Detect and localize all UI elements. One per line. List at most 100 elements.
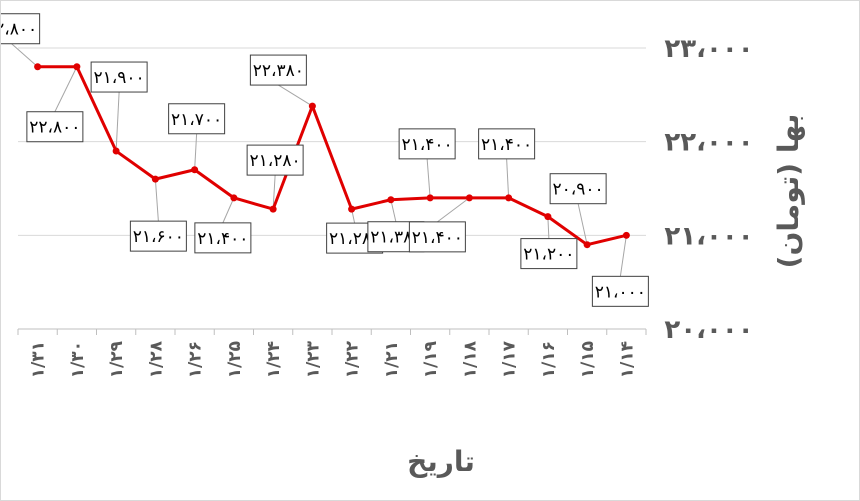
y-tick-label: ۲۱،۰۰۰ — [664, 221, 753, 251]
data-point — [465, 194, 473, 202]
x-tick-label: ۱/۳۰ — [68, 341, 88, 378]
x-tick-label: ۱/۱۹ — [421, 340, 441, 378]
data-point — [112, 147, 120, 155]
leader-line — [506, 158, 510, 198]
leader-line — [222, 197, 235, 224]
data-point — [151, 175, 159, 183]
x-tick-label: ۱/۳۱ — [29, 341, 49, 378]
x-tick-label: ۱/۲۶ — [186, 341, 206, 378]
data-label: ۲۲،۸۰۰ — [1, 13, 41, 45]
data-label-text: ۲۱،۹۰۰ — [94, 68, 145, 88]
data-point — [230, 194, 238, 202]
data-label-box — [408, 221, 466, 253]
data-label-box — [168, 103, 226, 135]
data-point — [34, 63, 42, 71]
data-point — [583, 241, 591, 249]
x-tick-label: ۱/۱۴ — [617, 341, 637, 378]
leader-line — [547, 216, 550, 239]
data-label: ۲۱،۴۰۰ — [408, 221, 466, 253]
data-point — [505, 194, 513, 202]
leader-line — [577, 203, 588, 245]
data-point — [387, 196, 395, 204]
data-label-box — [90, 61, 148, 93]
data-label: ۲۱،۶۰۰ — [129, 220, 187, 252]
x-tick-label: ۱/۱۵ — [578, 341, 598, 378]
data-point — [191, 166, 199, 174]
x-axis-title: تاریخ — [407, 445, 475, 478]
data-label-text: ۲۱،۴۰۰ — [402, 135, 453, 155]
x-tick-label: ۱/۲۲ — [343, 340, 363, 378]
x-axis — [17, 328, 647, 335]
leader-line — [54, 66, 78, 112]
data-label-text: ۲۱،۲۰۰ — [523, 245, 574, 265]
leader-line — [154, 179, 159, 222]
x-tick-label: ۱/۱۸ — [460, 340, 480, 378]
y-axis: ۲۰،۰۰۰ ۲۱،۰۰۰ ۲۲،۰۰۰ ۲۳،۰۰۰ — [664, 34, 753, 345]
data-label-text: ۲۱،۳۸۰ — [370, 228, 421, 248]
label-leader-lines — [11, 43, 627, 277]
data-label-box — [1, 13, 41, 45]
x-tick-label: ۱/۲۳ — [303, 340, 323, 378]
data-labels: ۲۲،۸۰۰ ۲۲،۸۰۰ ۲۱،۹۰۰ ۲۱،۶۰۰ ۲۱،۷۰۰ ۲۱،۴۰۰ ۲۱،۲… — [1, 13, 649, 307]
data-label: ۲۱،۰۰۰ — [591, 275, 649, 307]
x-tick-label: ۱/۲۵ — [225, 341, 245, 378]
leader-line — [115, 92, 120, 152]
leader-line — [272, 175, 276, 210]
data-label-box — [249, 54, 307, 86]
price-series — [34, 63, 630, 249]
x-tick-label: ۱/۱۷ — [500, 340, 520, 378]
leader-line — [11, 43, 38, 68]
data-label-text: ۲۲،۸۰۰ — [1, 20, 37, 40]
data-point — [269, 205, 277, 213]
data-label-box — [194, 222, 252, 254]
data-label-text: ۲۲،۸۰۰ — [29, 118, 80, 138]
data-label: ۲۰،۹۰۰ — [549, 173, 607, 205]
y-tick-label: ۲۳،۰۰۰ — [664, 34, 753, 64]
data-label-text: ۲۱،۷۰۰ — [171, 110, 222, 130]
data-label-box — [398, 128, 456, 160]
data-label: ۲۲،۸۰۰ — [26, 111, 84, 143]
data-label-text: ۲۱،۶۰۰ — [133, 227, 184, 247]
data-label-box — [129, 220, 187, 252]
data-label-box — [246, 144, 304, 176]
data-point — [348, 205, 356, 213]
data-point — [308, 102, 316, 110]
leader-line — [426, 158, 431, 198]
y-axis-title: بها (تومان) — [772, 114, 805, 269]
data-point — [426, 194, 434, 202]
series-line — [37, 65, 627, 247]
data-label-box — [549, 173, 607, 205]
data-point — [544, 213, 552, 221]
data-label-text: ۲۱،۴۰۰ — [197, 229, 248, 249]
y-tick-label: ۲۰،۰۰۰ — [664, 315, 753, 345]
data-label-box — [26, 111, 84, 143]
data-label-box — [591, 275, 649, 307]
data-label: ۲۲،۳۸۰ — [249, 54, 307, 86]
data-label: ۲۱،۲۰۰ — [520, 238, 578, 270]
x-tick-label: ۱/۲۹ — [107, 340, 127, 378]
data-label-text: ۲۱،۲۸۰ — [250, 151, 301, 171]
data-label: ۲۱،۷۰۰ — [168, 103, 226, 135]
leader-line — [278, 84, 313, 107]
data-point — [73, 63, 81, 71]
leader-line — [619, 235, 627, 277]
y-tick-label: ۲۲،۰۰۰ — [664, 128, 753, 158]
x-tick-label: ۱/۲۴ — [264, 341, 284, 378]
data-label-text: ۲۱،۴۰۰ — [481, 135, 532, 155]
x-tick-label: ۱/۱۶ — [539, 341, 559, 378]
x-tick-label: ۱/۲۱ — [382, 341, 402, 378]
leader-line — [194, 133, 198, 170]
data-label-box — [520, 238, 578, 270]
x-tick-label: ۱/۲۸ — [146, 340, 166, 378]
data-label-text: ۲۱،۴۰۰ — [412, 228, 463, 248]
data-label-box — [478, 128, 536, 160]
data-label-text: ۲۱،۰۰۰ — [595, 282, 646, 302]
leader-line — [437, 197, 470, 223]
leader-line — [390, 199, 397, 222]
x-tick-labels: ۱/۳۱ ۱/۳۰ ۱/۲۹ ۱/۲۸ ۱/۲۶ ۱/۲۵ ۱/۲۴ ۱/۲۳ ۱/۲۲ ۱/۲۱… — [29, 340, 638, 378]
data-label: ۲۱،۴۰۰ — [478, 128, 536, 160]
data-label-text: ۲۰،۹۰۰ — [553, 180, 604, 200]
data-label: ۲۱،۴۰۰ — [398, 128, 456, 160]
data-label: ۲۱،۹۰۰ — [90, 61, 148, 93]
